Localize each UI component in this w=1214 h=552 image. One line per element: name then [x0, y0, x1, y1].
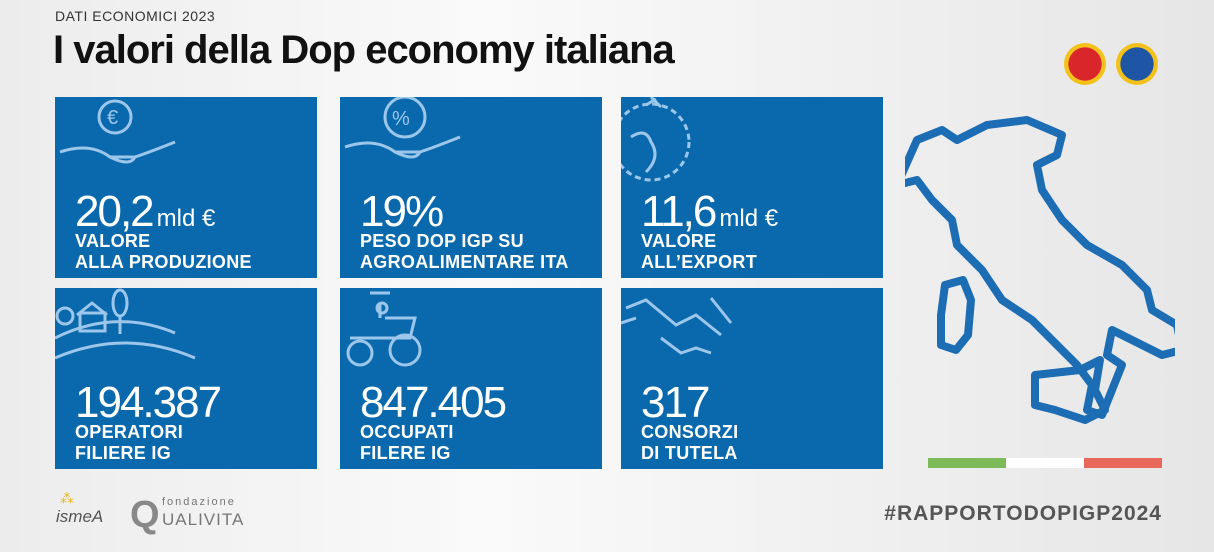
tile-consortia: 317 CONSORZI DI TUTELA: [621, 288, 883, 469]
tile-value: 20,2: [75, 187, 155, 236]
tile-value: 194.387: [75, 378, 222, 427]
igp-seal-icon: [1116, 43, 1158, 85]
tile-value: 11,6: [641, 187, 717, 236]
tile-value: 317: [641, 378, 710, 427]
tile-unit: mld €: [156, 205, 216, 232]
percent-hand-icon: %: [344, 97, 461, 159]
tile-label: FILERE IG: [360, 443, 451, 463]
tractor-icon: [346, 291, 422, 367]
page-title: I valori della Dop economy italiana: [53, 28, 675, 72]
tile-label: ALLA PRODUZIONE: [75, 252, 252, 272]
tile-production-value: € 20,2 mld € VALORE ALLA PRODUZIONE: [55, 97, 317, 278]
hashtag: #RAPPORTODOPIGP2024: [884, 502, 1162, 525]
tile-label: PESO DOP IGP SU: [360, 231, 524, 251]
ismea-logo: ⁂ ismeA: [56, 490, 104, 526]
svg-text:€: €: [107, 107, 118, 129]
tile-operators: 194.387 OPERATORI FILIERE IG: [55, 288, 317, 469]
globe-plane-icon: [621, 97, 691, 182]
tile-label: FILIERE IG: [75, 443, 172, 463]
tile-weight-share: % 19% PESO DOP IGP SU AGROALIMENTARE ITA: [340, 97, 602, 278]
qualivita-q: Q: [130, 494, 160, 536]
tile-label: VALORE: [75, 231, 151, 251]
flag-red-bar: [1084, 458, 1162, 468]
tile-export-value: 11,6 mld € VALORE ALL’EXPORT: [621, 97, 883, 278]
ismea-logo-text: ismeA: [56, 507, 104, 526]
flag-green-bar: [928, 458, 1006, 468]
qualivita-text: UALIVITA: [162, 510, 245, 529]
farm-icon: [55, 288, 196, 360]
dop-seal-icon: [1064, 43, 1106, 85]
tile-value: 847.405: [360, 378, 507, 427]
tile-label: AGROALIMENTARE ITA: [360, 252, 569, 272]
qualivita-top: fondazione: [162, 496, 236, 508]
tile-label: VALORE: [641, 231, 717, 251]
qualivita-logo: Q fondazione UALIVITA: [130, 494, 243, 537]
tile-label: CONSORZI: [641, 422, 739, 442]
svg-text:%: %: [392, 108, 410, 130]
tile-unit: mld €: [719, 205, 779, 232]
italy-map-icon: [905, 116, 1175, 424]
tile-label: OPERATORI: [75, 422, 184, 442]
tile-label: DI TUTELA: [641, 443, 738, 463]
tile-value: 19%: [360, 187, 444, 236]
tile-label: ALL’EXPORT: [641, 252, 758, 272]
handshake-icon: [621, 297, 733, 355]
flag-white-bar: [1006, 458, 1084, 468]
euro-hand-icon: €: [59, 99, 176, 164]
tile-employed: 847.405 OCCUPATI FILERE IG: [340, 288, 602, 469]
subtitle: DATI ECONOMICI 2023: [55, 8, 216, 24]
tile-label: OCCUPATI: [360, 422, 454, 442]
